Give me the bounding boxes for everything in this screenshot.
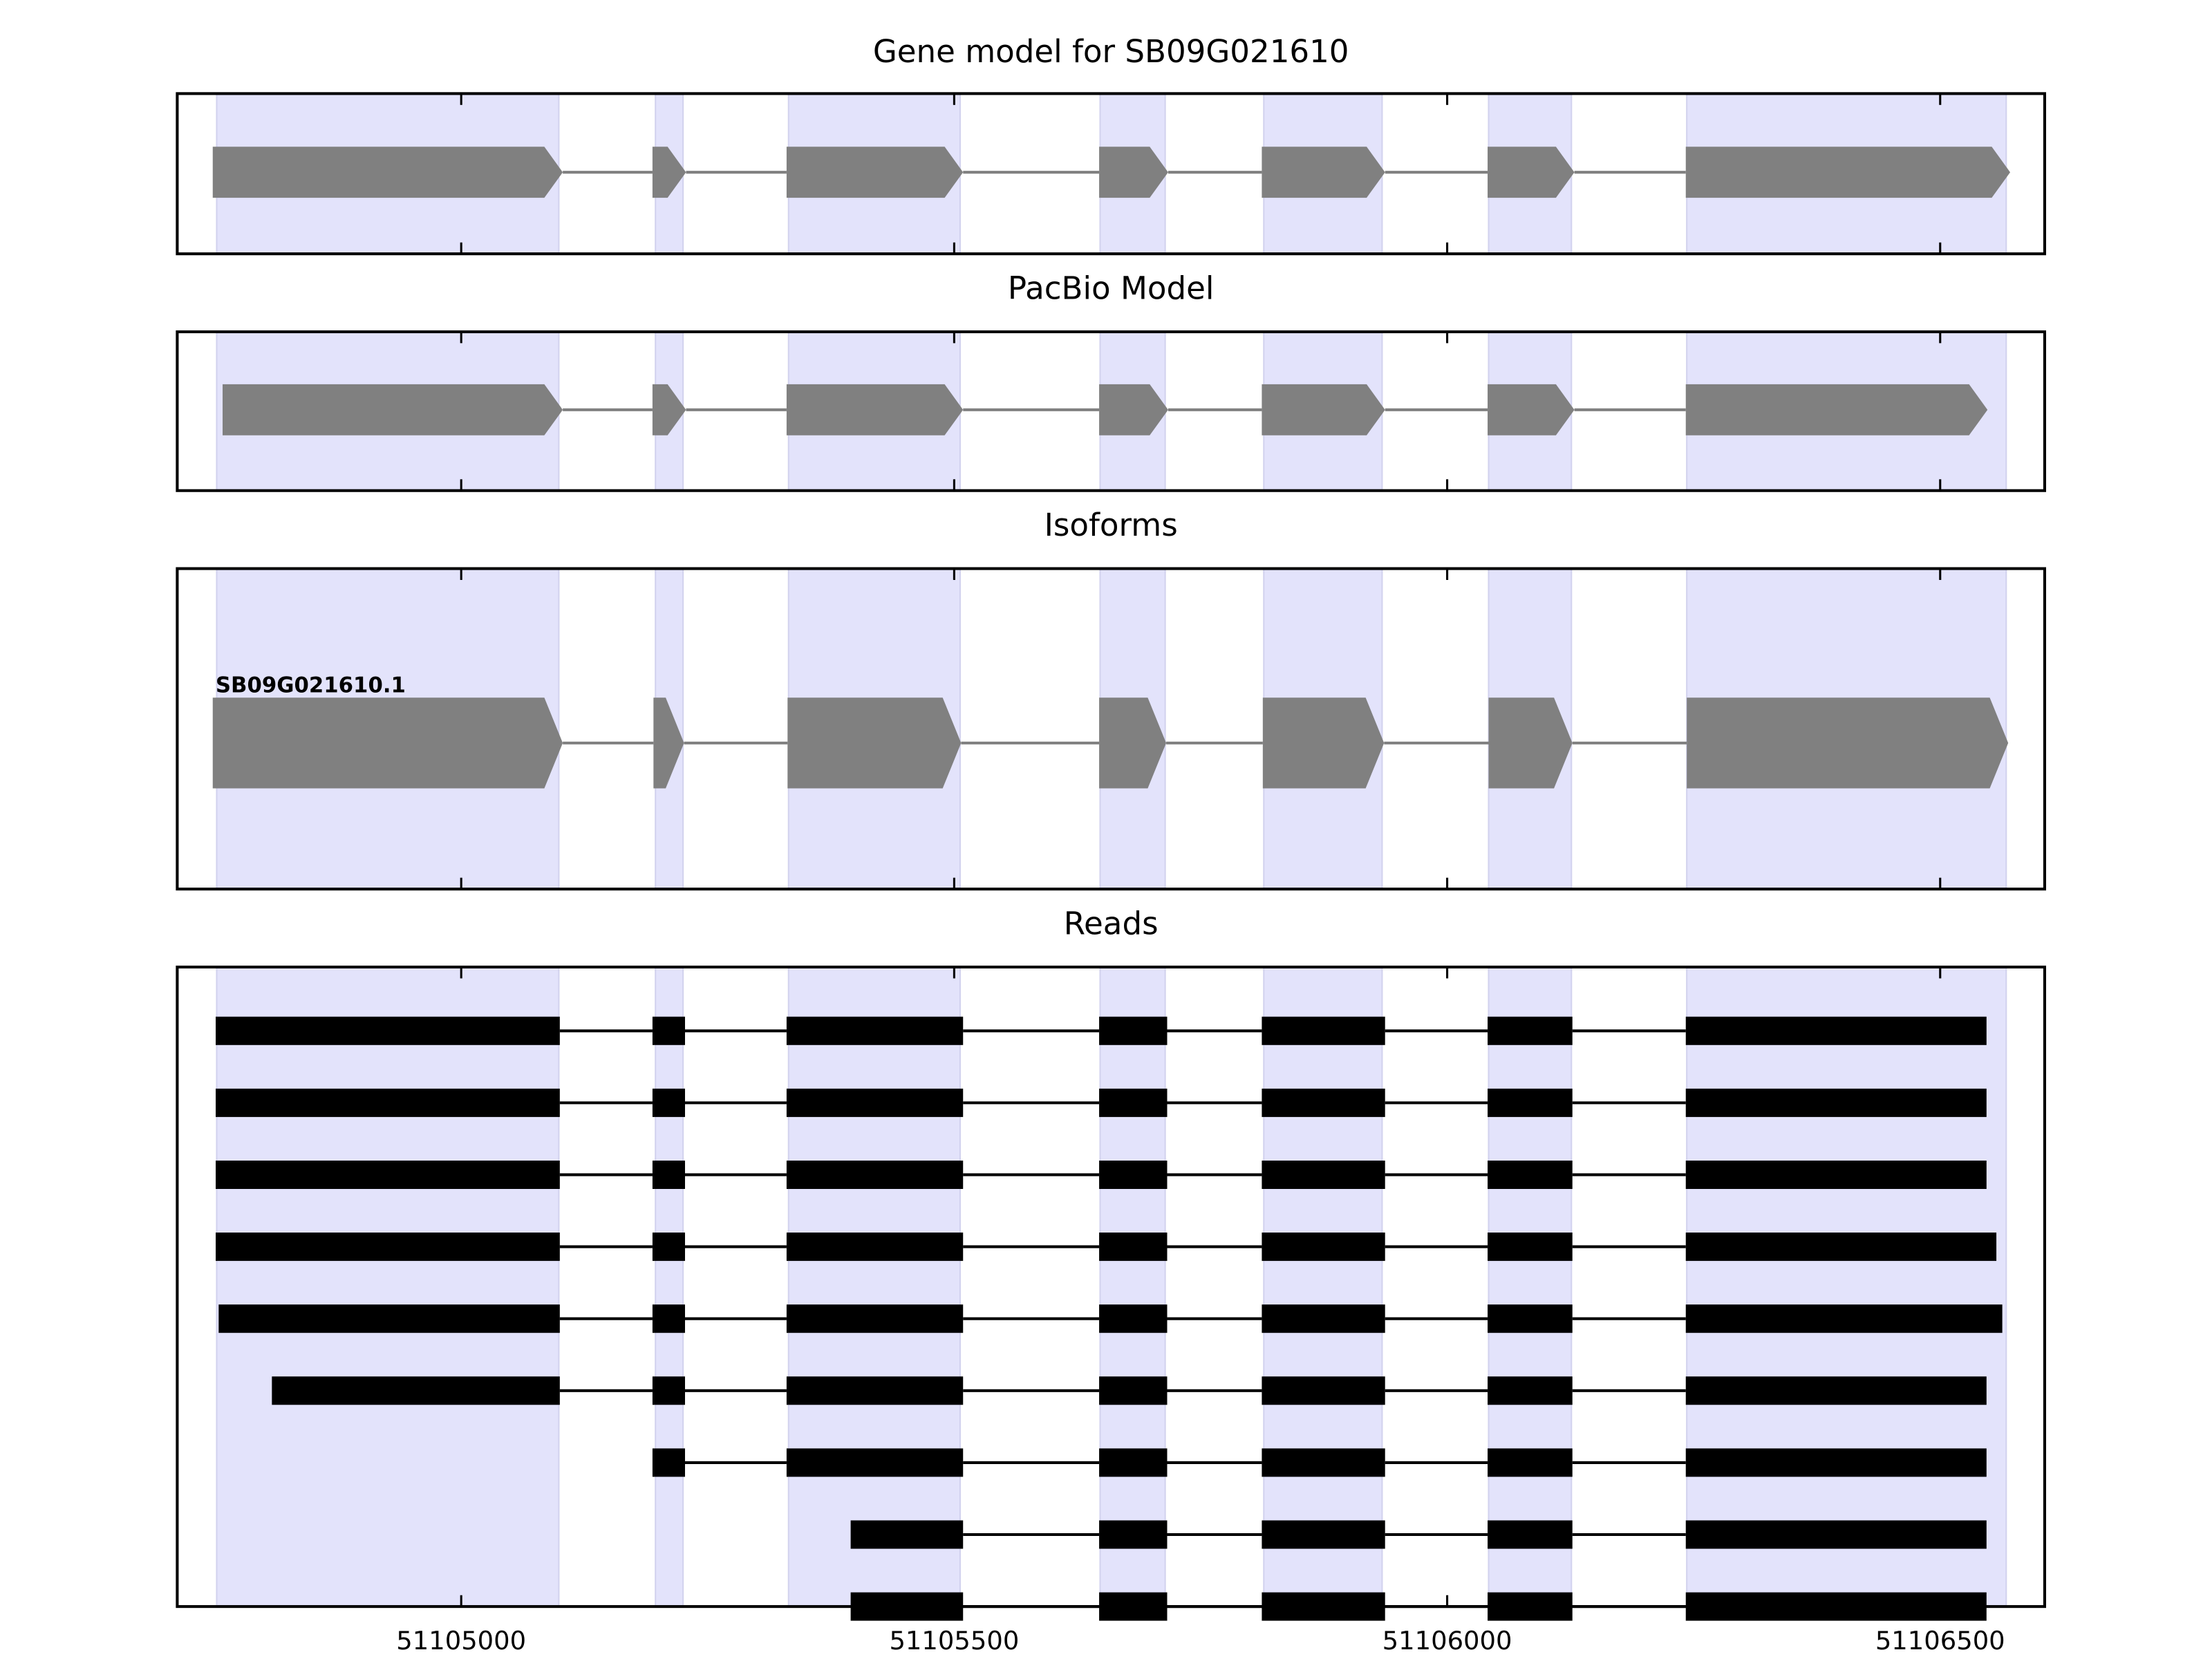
read-exon (652, 1304, 685, 1333)
read-exon (1262, 1088, 1385, 1117)
read-exon (652, 1088, 685, 1117)
exon (786, 147, 964, 198)
read-exon (1685, 1520, 1987, 1549)
exon (1262, 384, 1385, 435)
exon (1685, 147, 2011, 198)
exon (653, 697, 684, 789)
read-exon (786, 1304, 964, 1333)
exon-highlight (1099, 966, 1166, 1608)
exon (787, 697, 962, 789)
read-exon (272, 1376, 560, 1405)
read-exon (1099, 1520, 1168, 1549)
exon-highlight (1488, 966, 1573, 1608)
read-exon (1262, 1304, 1385, 1333)
x-tick-label: 51106000 (1382, 1626, 1512, 1656)
read-exon (1099, 1088, 1168, 1117)
read-exon (1099, 1376, 1168, 1405)
panel-title: Gene model for SB09G021610 (873, 33, 1349, 70)
panel-title: PacBio Model (1008, 270, 1214, 307)
read-exon (1488, 1160, 1573, 1189)
read-exon (1488, 1232, 1573, 1262)
panel-title: Isoforms (1044, 507, 1178, 543)
exon (1262, 147, 1385, 198)
read-exon (652, 1232, 685, 1262)
read-exon (1685, 1160, 1987, 1189)
read-exon (1262, 1232, 1385, 1262)
read-exon (652, 1376, 685, 1405)
read-exon (1685, 1448, 1987, 1477)
read-exon (218, 1304, 560, 1333)
read-exon (1488, 1304, 1573, 1333)
x-tick-label: 51105500 (889, 1626, 1019, 1656)
isoform-label: SB09G021610.1 (216, 673, 406, 697)
read-exon (652, 1448, 685, 1477)
panel-frame (176, 330, 2046, 492)
exon (1687, 697, 2009, 789)
read-exon (216, 1160, 560, 1189)
panel-frame (176, 965, 2046, 1609)
x-tick-label: 51106500 (1875, 1626, 2005, 1656)
exon (1099, 384, 1168, 435)
read-exon (786, 1376, 964, 1405)
read-exon (1099, 1016, 1168, 1045)
read-exon (1262, 1376, 1385, 1405)
exon (1099, 147, 1168, 198)
read-exon (786, 1016, 964, 1045)
read-exon (1488, 1376, 1573, 1405)
read-exon (652, 1160, 685, 1189)
read-exon (1262, 1016, 1385, 1045)
read-exon (850, 1520, 964, 1549)
exon (652, 147, 686, 198)
panel-frame (176, 92, 2046, 256)
exon (652, 384, 686, 435)
exon (786, 384, 964, 435)
read-exon (652, 1016, 685, 1045)
exon (1488, 697, 1573, 789)
read-exon (1685, 1304, 2003, 1333)
exon (1488, 384, 1575, 435)
read-exon (1099, 1448, 1168, 1477)
read-exon (216, 1016, 560, 1045)
read-exon (786, 1160, 964, 1189)
read-exon (1099, 1160, 1168, 1189)
exon (1099, 697, 1167, 789)
read-exon (1685, 1376, 1987, 1405)
exon-highlight (787, 966, 961, 1608)
read-exon (1488, 1520, 1573, 1549)
read-exon (1685, 1016, 1987, 1045)
exon (212, 697, 563, 789)
exon-highlight (1686, 966, 2007, 1608)
exon (1488, 147, 1575, 198)
exon-highlight (655, 966, 684, 1608)
read-exon (1099, 1304, 1168, 1333)
read-exon (1488, 1088, 1573, 1117)
read-exon (216, 1088, 560, 1117)
read-exon (1488, 1016, 1573, 1045)
read-exon (216, 1232, 560, 1262)
read-exon (786, 1088, 964, 1117)
exon (212, 147, 563, 198)
read-exon (1488, 1448, 1573, 1477)
read-exon (786, 1448, 964, 1477)
read-exon (1262, 1520, 1385, 1549)
panel-title: Reads (1064, 905, 1159, 941)
read-exon (1685, 1232, 1997, 1262)
panel-frame (176, 567, 2046, 891)
read-exon (1262, 1448, 1385, 1477)
read-exon (786, 1232, 964, 1262)
exon (1685, 384, 1988, 435)
read-exon (1685, 1088, 1987, 1117)
read-exon (1099, 1232, 1168, 1262)
exon (1262, 697, 1385, 789)
exon-highlight (1263, 966, 1383, 1608)
x-tick-label: 51105000 (396, 1626, 526, 1656)
exon (223, 384, 563, 435)
exon-highlight (216, 966, 560, 1608)
read-exon (1262, 1160, 1385, 1189)
